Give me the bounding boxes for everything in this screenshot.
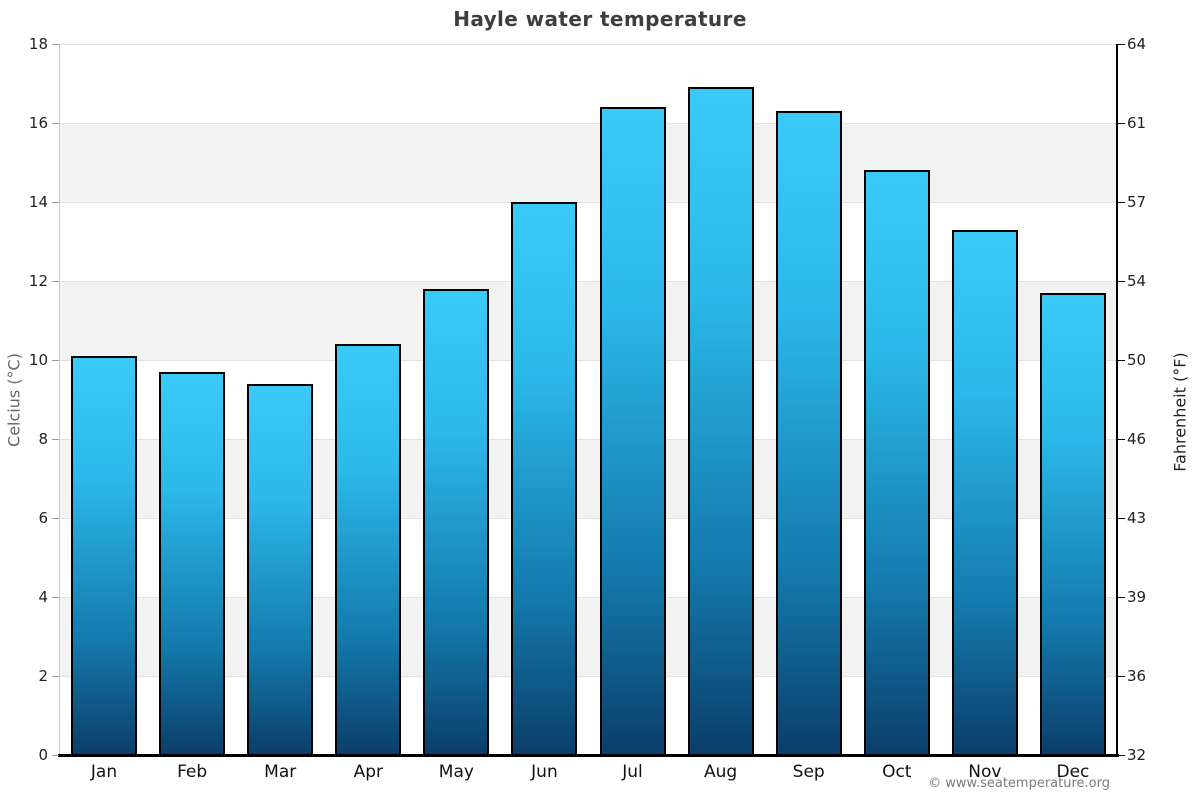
y-tick-label-celsius-10: 10 (28, 351, 48, 369)
gridline-4 (60, 597, 1117, 598)
y-axis-line-left (59, 44, 60, 755)
tick-mark-right (1118, 755, 1125, 756)
plot-band (60, 123, 1117, 202)
y-tick-label-fahrenheit-36: 36 (1127, 667, 1147, 685)
y-tick-label-fahrenheit-61: 61 (1127, 114, 1147, 132)
x-axis-label-may: May (438, 762, 474, 782)
plot-band (60, 202, 1117, 281)
bar-aug[interactable] (687, 87, 754, 755)
tick-mark-left (52, 518, 59, 519)
x-axis-label-feb: Feb (177, 762, 208, 782)
x-axis-label-nov: Nov (968, 762, 1002, 782)
gridline-2 (60, 676, 1117, 677)
plot-band (60, 439, 1117, 518)
bar-jun[interactable] (511, 202, 578, 755)
gridline-8 (60, 439, 1117, 440)
y-tick-label-celsius-16: 16 (28, 114, 48, 132)
x-axis-label-mar: Mar (264, 762, 297, 782)
y-tick-label-fahrenheit-32: 32 (1127, 746, 1147, 764)
tick-mark-right (1118, 44, 1125, 45)
tick-mark-left (52, 676, 59, 677)
plot-band (60, 360, 1117, 439)
x-axis-label-sep: Sep (792, 762, 825, 782)
x-axis-label-dec: Dec (1056, 762, 1090, 782)
tick-mark-right (1118, 281, 1125, 282)
tick-mark-right (1118, 202, 1125, 203)
y-tick-label-celsius-6: 6 (38, 509, 48, 527)
tick-mark-right (1118, 676, 1125, 677)
y-tick-label-celsius-18: 18 (28, 35, 48, 53)
gridline-16 (60, 123, 1117, 124)
x-axis-label-oct: Oct (882, 762, 912, 782)
y-tick-label-fahrenheit-54: 54 (1127, 272, 1147, 290)
bar-apr[interactable] (335, 344, 402, 755)
y-tick-label-celsius-12: 12 (28, 272, 48, 290)
bar-sep[interactable] (775, 111, 842, 755)
plot-band (60, 597, 1117, 676)
gridline-6 (60, 518, 1117, 519)
y-tick-label-celsius-0: 0 (38, 746, 48, 764)
y-tick-label-celsius-4: 4 (38, 588, 48, 606)
bar-jul[interactable] (599, 107, 666, 755)
plot-band (60, 281, 1117, 360)
x-axis-label-jun: Jun (531, 762, 558, 782)
y-tick-label-fahrenheit-64: 64 (1127, 35, 1147, 53)
x-axis-line (58, 754, 1119, 757)
y-tick-label-fahrenheit-39: 39 (1127, 588, 1147, 606)
plot-band (60, 518, 1117, 597)
x-axis-label-jul: Jul (622, 762, 643, 782)
bar-mar[interactable] (247, 383, 314, 755)
gridline-18 (60, 44, 1117, 45)
bar-feb[interactable] (159, 371, 226, 755)
footer-credit: © www.seatemperature.org (928, 776, 1110, 791)
x-axis-label-aug: Aug (704, 762, 738, 782)
x-axis-label-apr: Apr (353, 762, 383, 782)
y-tick-label-celsius-2: 2 (38, 667, 48, 685)
tick-mark-right (1118, 360, 1125, 361)
bar-oct[interactable] (863, 170, 930, 755)
plot-band (60, 44, 1117, 123)
tick-mark-left (52, 281, 59, 282)
y-tick-label-fahrenheit-43: 43 (1127, 509, 1147, 527)
tick-mark-right (1118, 518, 1125, 519)
y-tick-label-fahrenheit-46: 46 (1127, 430, 1147, 448)
gridline-14 (60, 202, 1117, 203)
plot-band (60, 676, 1117, 755)
y-tick-label-fahrenheit-57: 57 (1127, 193, 1147, 211)
tick-mark-left (52, 44, 59, 45)
y-axis-line-right (1116, 44, 1118, 755)
tick-mark-left (52, 360, 59, 361)
tick-mark-left (52, 439, 59, 440)
tick-mark-right (1118, 597, 1125, 598)
tick-mark-left (52, 755, 59, 756)
bar-jan[interactable] (71, 356, 138, 755)
bar-dec[interactable] (1039, 292, 1106, 755)
chart-title: Hayle water temperature (453, 7, 747, 31)
tick-mark-left (52, 597, 59, 598)
y-axis-title-celsius: Celcius (°C) (4, 353, 24, 447)
bar-may[interactable] (423, 288, 490, 755)
gridline-10 (60, 360, 1117, 361)
bar-nov[interactable] (951, 229, 1018, 755)
tick-mark-right (1118, 439, 1125, 440)
y-axis-title-fahrenheit: Fahrenheit (°F) (1170, 352, 1190, 472)
y-tick-label-fahrenheit-50: 50 (1127, 351, 1147, 369)
tick-mark-left (52, 202, 59, 203)
tick-mark-right (1118, 123, 1125, 124)
y-tick-label-celsius-8: 8 (38, 430, 48, 448)
x-axis-label-jan: Jan (90, 762, 118, 782)
tick-mark-left (52, 123, 59, 124)
y-tick-label-celsius-14: 14 (28, 193, 48, 211)
gridline-12 (60, 281, 1117, 282)
